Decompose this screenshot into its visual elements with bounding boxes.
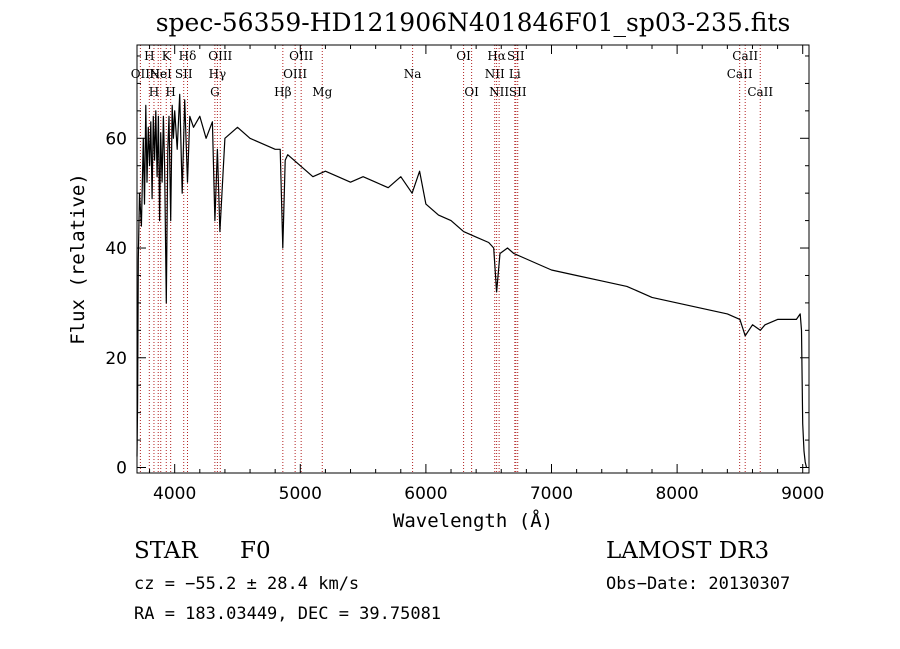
line-label: Li	[509, 67, 521, 81]
y-axis-label: Flux (relative)	[67, 173, 89, 345]
line-label: Hγ	[209, 67, 227, 81]
line-label: G	[210, 85, 220, 99]
line-label: SII	[175, 67, 193, 81]
line-label: H	[165, 85, 175, 99]
line-label: OIII	[283, 67, 307, 81]
line-label: SII	[507, 49, 525, 63]
line-label: OI	[464, 85, 479, 99]
plot-frame	[136, 44, 810, 474]
line-label: SII	[509, 85, 527, 99]
line-label: OIII	[208, 49, 232, 63]
x-axis-label: Wavelength (Å)	[393, 509, 553, 532]
line-label: Na	[404, 67, 422, 81]
x-tick-label: 6000	[404, 484, 447, 504]
line-label: Ne	[149, 67, 167, 81]
line-label: CaII	[727, 67, 753, 81]
line-label: NII	[485, 67, 505, 81]
emission-line-markers: OIIHHNeHeIKHSIIHδGHγOIIIHβOIIIOIIIMgNaOI…	[131, 45, 773, 473]
coordinates-text: RA = 183.03449, DEC = 39.75081	[134, 604, 442, 624]
x-tick-label: 4000	[153, 484, 196, 504]
redshift-text: cz = −55.2 ± 28.4 km/s	[134, 574, 360, 594]
line-label: CaII	[747, 85, 773, 99]
y-tick-label: 40	[105, 239, 127, 259]
y-tick-label: 20	[105, 349, 127, 369]
chart-title: spec-56359-HD121906N401846F01_sp03-235.f…	[156, 8, 791, 37]
line-label: CaII	[732, 49, 758, 63]
survey-name: LAMOST DR3	[606, 538, 770, 564]
line-label: Hα	[487, 49, 506, 63]
line-label: HeI	[150, 67, 173, 81]
line-label: Mg	[312, 85, 332, 99]
x-tick-label: 8000	[655, 484, 698, 504]
line-label: OIII	[289, 49, 313, 63]
object-subclass: F0	[240, 538, 271, 564]
line-label: Hδ	[179, 49, 197, 63]
line-label: K	[162, 49, 172, 63]
line-label: Hβ	[274, 85, 291, 99]
y-tick-label: 0	[116, 459, 127, 479]
spectrum-line	[136, 93, 808, 468]
obs-date-text: Obs−Date: 20130307	[606, 574, 791, 594]
axis-ticks: 4000 5000 6000 7000 8000 9000 0 20 40 60	[105, 45, 824, 504]
line-label: H	[149, 85, 159, 99]
x-tick-label: 9000	[781, 484, 824, 504]
y-tick-label: 60	[105, 129, 127, 149]
x-tick-label: 7000	[530, 484, 573, 504]
line-label: OII	[131, 67, 151, 81]
spectrum-series	[136, 93, 808, 468]
object-class: STAR	[134, 538, 198, 564]
line-label: OI	[456, 49, 471, 63]
line-label: NII	[489, 85, 509, 99]
line-label: H	[144, 49, 154, 63]
x-tick-label: 5000	[279, 484, 322, 504]
